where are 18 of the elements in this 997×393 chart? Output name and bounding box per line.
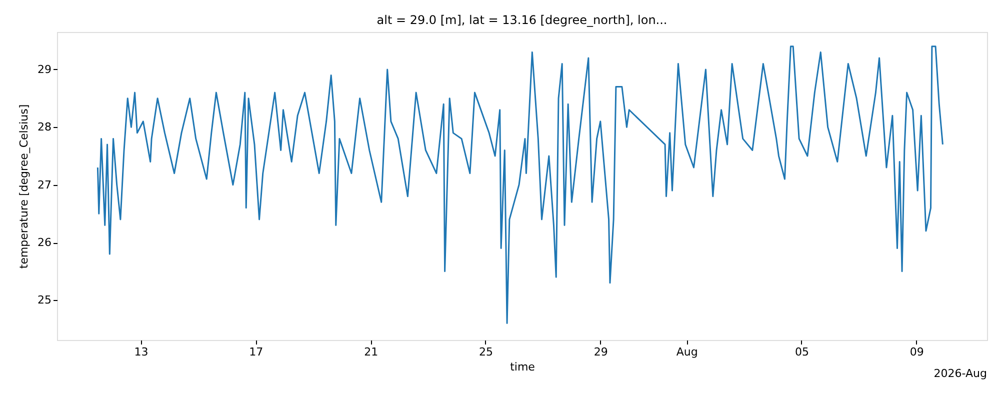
y-tick-label: 26 bbox=[38, 236, 52, 250]
y-tick-label: 29 bbox=[38, 62, 52, 76]
x-tick-label: 29 bbox=[594, 346, 608, 358]
x-axis-title: time bbox=[510, 360, 536, 374]
x-tick-label: 25 bbox=[478, 346, 493, 358]
y-tick-label: 28 bbox=[38, 120, 52, 134]
text: 2026-Aug bbox=[934, 367, 987, 380]
y-axis-title: temperature [degree_Celsius] bbox=[18, 104, 31, 269]
x-tick-label: 13 bbox=[134, 346, 148, 358]
x-tick-label: 17 bbox=[249, 346, 264, 358]
line-series bbox=[96, 46, 944, 324]
x-tick-label: 21 bbox=[364, 346, 378, 358]
y-tick-label: 27 bbox=[38, 178, 52, 192]
x-tick-label: Aug bbox=[676, 346, 698, 358]
chart-title: alt = 29.0 [m], lat = 13.16 [degree_north], lon... bbox=[376, 13, 668, 27]
y-tick-label: 25 bbox=[38, 294, 52, 307]
x-tick-label: 05 bbox=[794, 346, 809, 358]
x-tick-label: 09 bbox=[910, 346, 924, 358]
